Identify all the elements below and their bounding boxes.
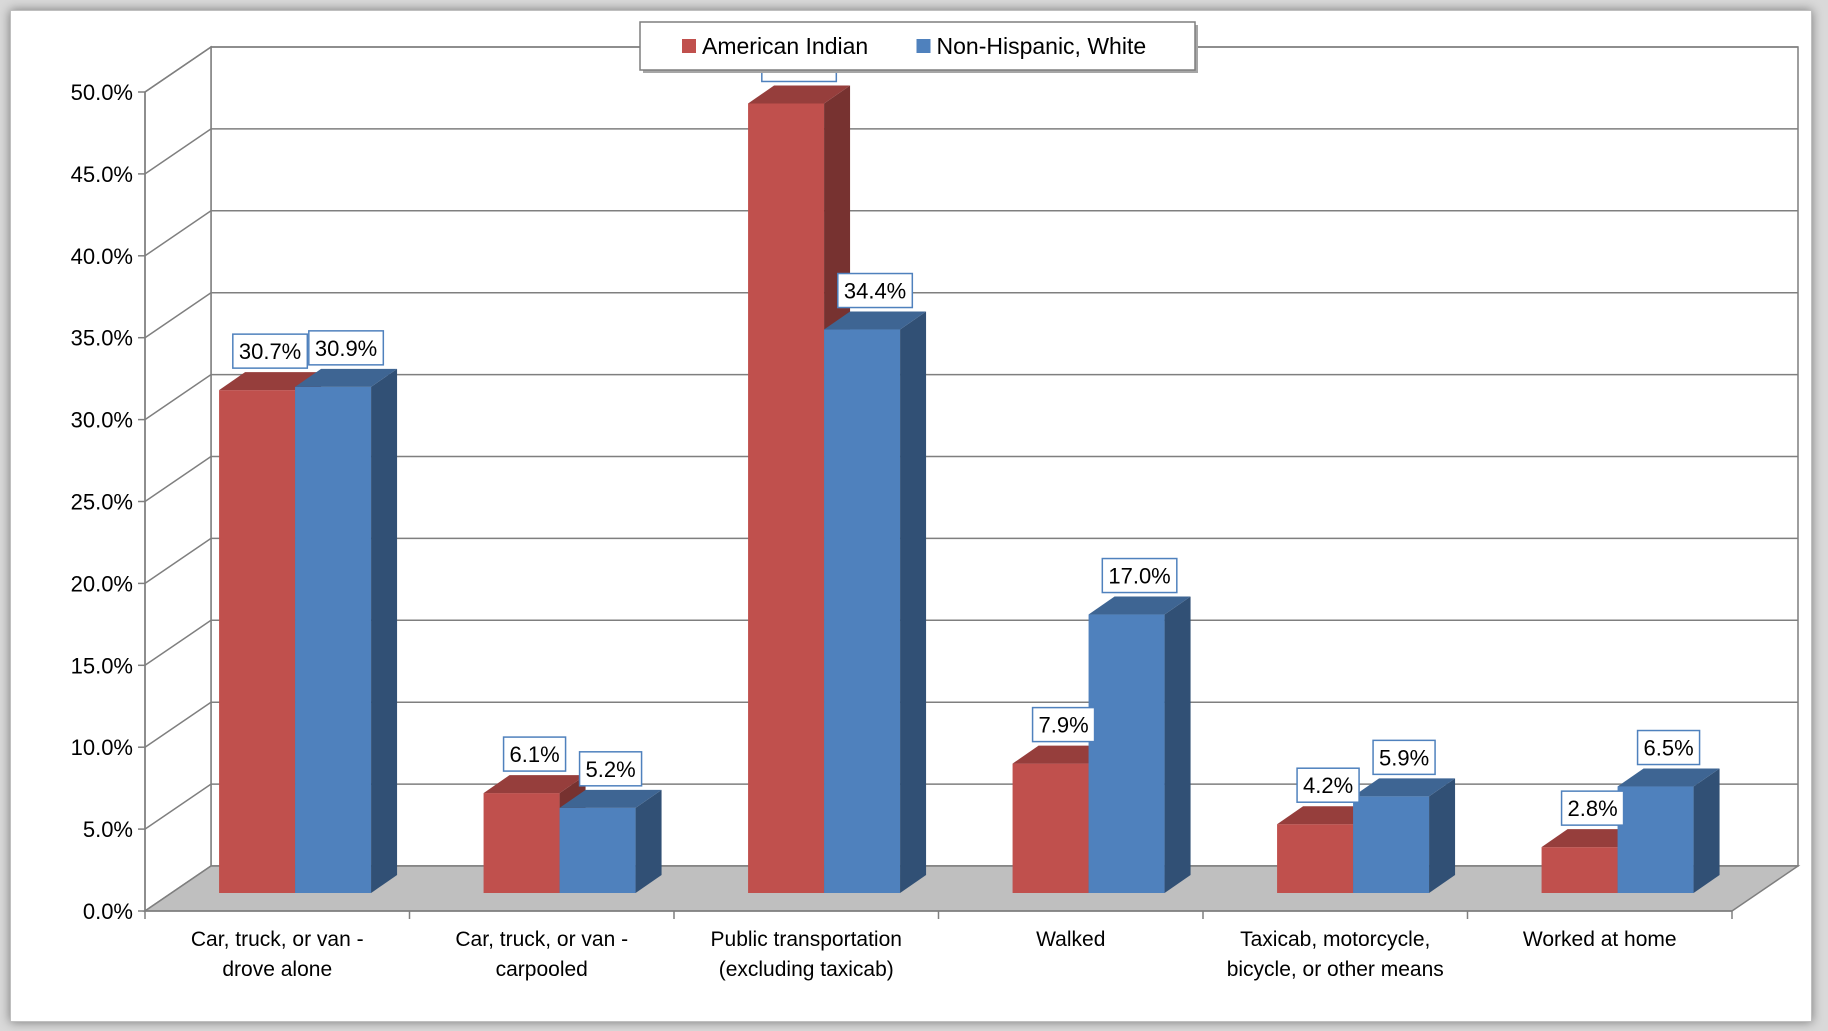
y-tick-label: 5.0% — [83, 817, 133, 842]
y-axis-ticks: 0.0% 5.0% 10.0% 15.0% 20.0% 25.0% 30.0% 35.0% 40… — [71, 80, 146, 924]
bar-top — [219, 372, 322, 391]
y-tick-label: 0.0% — [83, 899, 133, 924]
category-label: Worked at home — [1523, 928, 1677, 951]
gridline — [144, 619, 1798, 666]
data-label: 6.5% — [1643, 736, 1693, 761]
bar — [295, 386, 372, 893]
bar-side — [1164, 596, 1191, 893]
bar-top — [1617, 768, 1720, 787]
category-label: carpooled — [496, 958, 588, 981]
data-label: 5.2% — [585, 757, 635, 782]
category-label: drove alone — [222, 958, 332, 981]
legend-box — [639, 21, 1196, 71]
gridline — [144, 783, 1798, 830]
bar — [748, 103, 825, 893]
data-label-box — [837, 272, 914, 309]
data-label: 4.2% — [1303, 773, 1353, 798]
bar — [1012, 763, 1089, 893]
data-label-box — [1372, 739, 1436, 776]
y-tick-label: 35.0% — [71, 326, 133, 351]
data-label-box — [578, 751, 643, 787]
x-axis-categories: Car, truck, or van - drove alone Car, truc… — [144, 911, 1733, 981]
bar-top — [483, 775, 586, 794]
data-label: 7.9% — [1038, 713, 1088, 738]
legend-label: American Indian — [702, 33, 868, 59]
y-tick-label: 30.0% — [71, 408, 133, 433]
bar-side — [371, 368, 398, 893]
gridline — [144, 210, 1798, 257]
gridline — [144, 537, 1798, 585]
bars — [219, 85, 1720, 893]
category-label: Public transportation — [711, 928, 902, 951]
gridline — [144, 46, 1798, 93]
data-label-box — [1101, 557, 1178, 594]
category-label: bicycle, or other means — [1227, 958, 1444, 981]
bar — [1088, 614, 1165, 893]
data-label: 5.9% — [1379, 745, 1429, 770]
bar-top — [559, 789, 662, 808]
bar-top — [295, 368, 398, 387]
data-label-box — [308, 330, 385, 366]
y-tick-label: 45.0% — [71, 162, 133, 187]
bar — [1277, 824, 1354, 893]
bar — [483, 793, 560, 893]
bar — [1353, 796, 1430, 893]
data-label-box — [232, 333, 309, 369]
bar-top — [1088, 596, 1191, 615]
y-tick-label: 20.0% — [71, 571, 133, 596]
bar — [1541, 847, 1618, 893]
legend-label: Non-Hispanic, White — [937, 33, 1147, 59]
bar-top — [824, 311, 927, 330]
data-label-box — [1031, 706, 1096, 743]
gridline — [144, 701, 1798, 748]
legend: American Indian Non-Hispanic, White — [639, 21, 1198, 73]
category-label: Walked — [1036, 928, 1105, 951]
y-tick-label: 40.0% — [71, 244, 133, 269]
y-tick-label: 10.0% — [71, 735, 133, 760]
data-label-box — [1296, 767, 1360, 803]
bar — [559, 807, 636, 893]
bar-top — [1353, 778, 1456, 797]
data-label: 2.8% — [1567, 796, 1617, 821]
bar-side — [635, 789, 662, 893]
bar-side — [900, 311, 927, 893]
category-label: Taxicab, motorcycle, — [1240, 928, 1430, 951]
gridline — [144, 128, 1798, 175]
y-tick-label: 25.0% — [71, 490, 133, 515]
data-label-box — [1636, 729, 1701, 766]
y-tick-label: 50.0% — [71, 80, 133, 105]
gridline — [144, 291, 1798, 339]
y-tick-label: 15.0% — [71, 653, 133, 678]
data-label: 30.7% — [239, 339, 301, 364]
bar-top — [748, 85, 851, 104]
bar — [219, 390, 296, 893]
legend-swatch — [916, 39, 931, 53]
data-label-box — [502, 736, 567, 772]
category-label: Car, truck, or van - — [455, 928, 628, 951]
category-label: (excluding taxicab) — [719, 958, 894, 981]
bar — [1617, 786, 1694, 893]
legend-swatch — [682, 39, 696, 53]
data-label: 34.4% — [844, 279, 906, 304]
bar — [824, 329, 901, 893]
gridline — [144, 373, 1798, 421]
category-label: Car, truck, or van - — [191, 928, 364, 951]
bar-side — [1693, 768, 1720, 893]
data-label: 30.9% — [315, 336, 377, 361]
data-label: 17.0% — [1108, 564, 1170, 589]
data-label: 6.1% — [509, 742, 559, 767]
gridline — [144, 455, 1798, 503]
bar-side — [1429, 778, 1456, 893]
data-label-box — [1560, 790, 1625, 826]
